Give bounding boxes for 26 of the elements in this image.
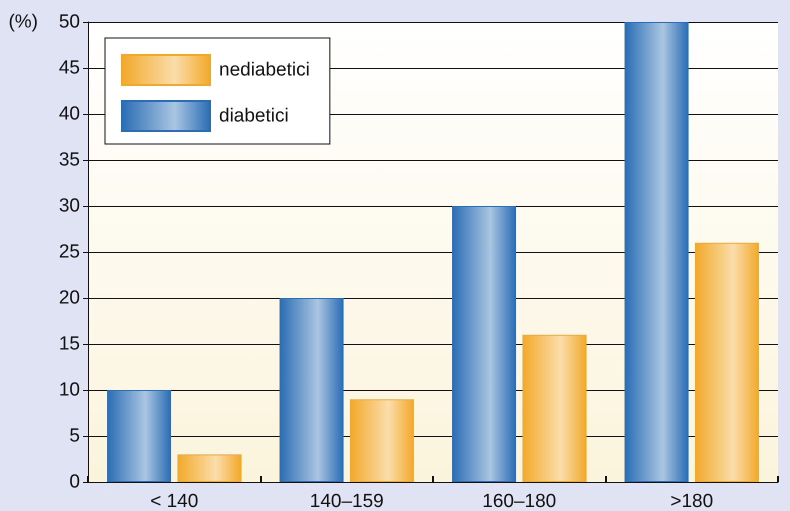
y-axis-title: (%) — [8, 12, 38, 32]
legend-label: nediabetici — [219, 60, 310, 80]
bar — [280, 298, 344, 482]
y-tick-label: 0 — [69, 472, 80, 492]
y-tick-label: 30 — [58, 196, 80, 216]
y-tick-label: 15 — [58, 334, 80, 354]
legend-label: diabetici — [219, 106, 289, 126]
bar — [522, 334, 586, 482]
x-tick-label: 140–159 — [310, 491, 384, 511]
y-tick-label: 20 — [58, 288, 80, 308]
bar — [177, 454, 242, 482]
bar — [107, 390, 172, 482]
bar — [624, 22, 689, 482]
y-tick-label: 40 — [58, 104, 80, 124]
y-tick-label: 10 — [58, 380, 80, 400]
y-tick-label: 45 — [58, 58, 80, 78]
x-tick-label: 160–180 — [482, 491, 556, 511]
y-tick-label: 25 — [58, 242, 80, 262]
bar — [452, 206, 516, 482]
y-tick-label: 50 — [58, 12, 80, 32]
x-tick-label: < 140 — [150, 491, 198, 511]
bar — [694, 242, 759, 482]
y-tick-label: 35 — [58, 150, 80, 170]
x-tick-label: >180 — [670, 491, 714, 511]
y-tick-label: 5 — [69, 426, 80, 446]
bar — [350, 399, 414, 482]
